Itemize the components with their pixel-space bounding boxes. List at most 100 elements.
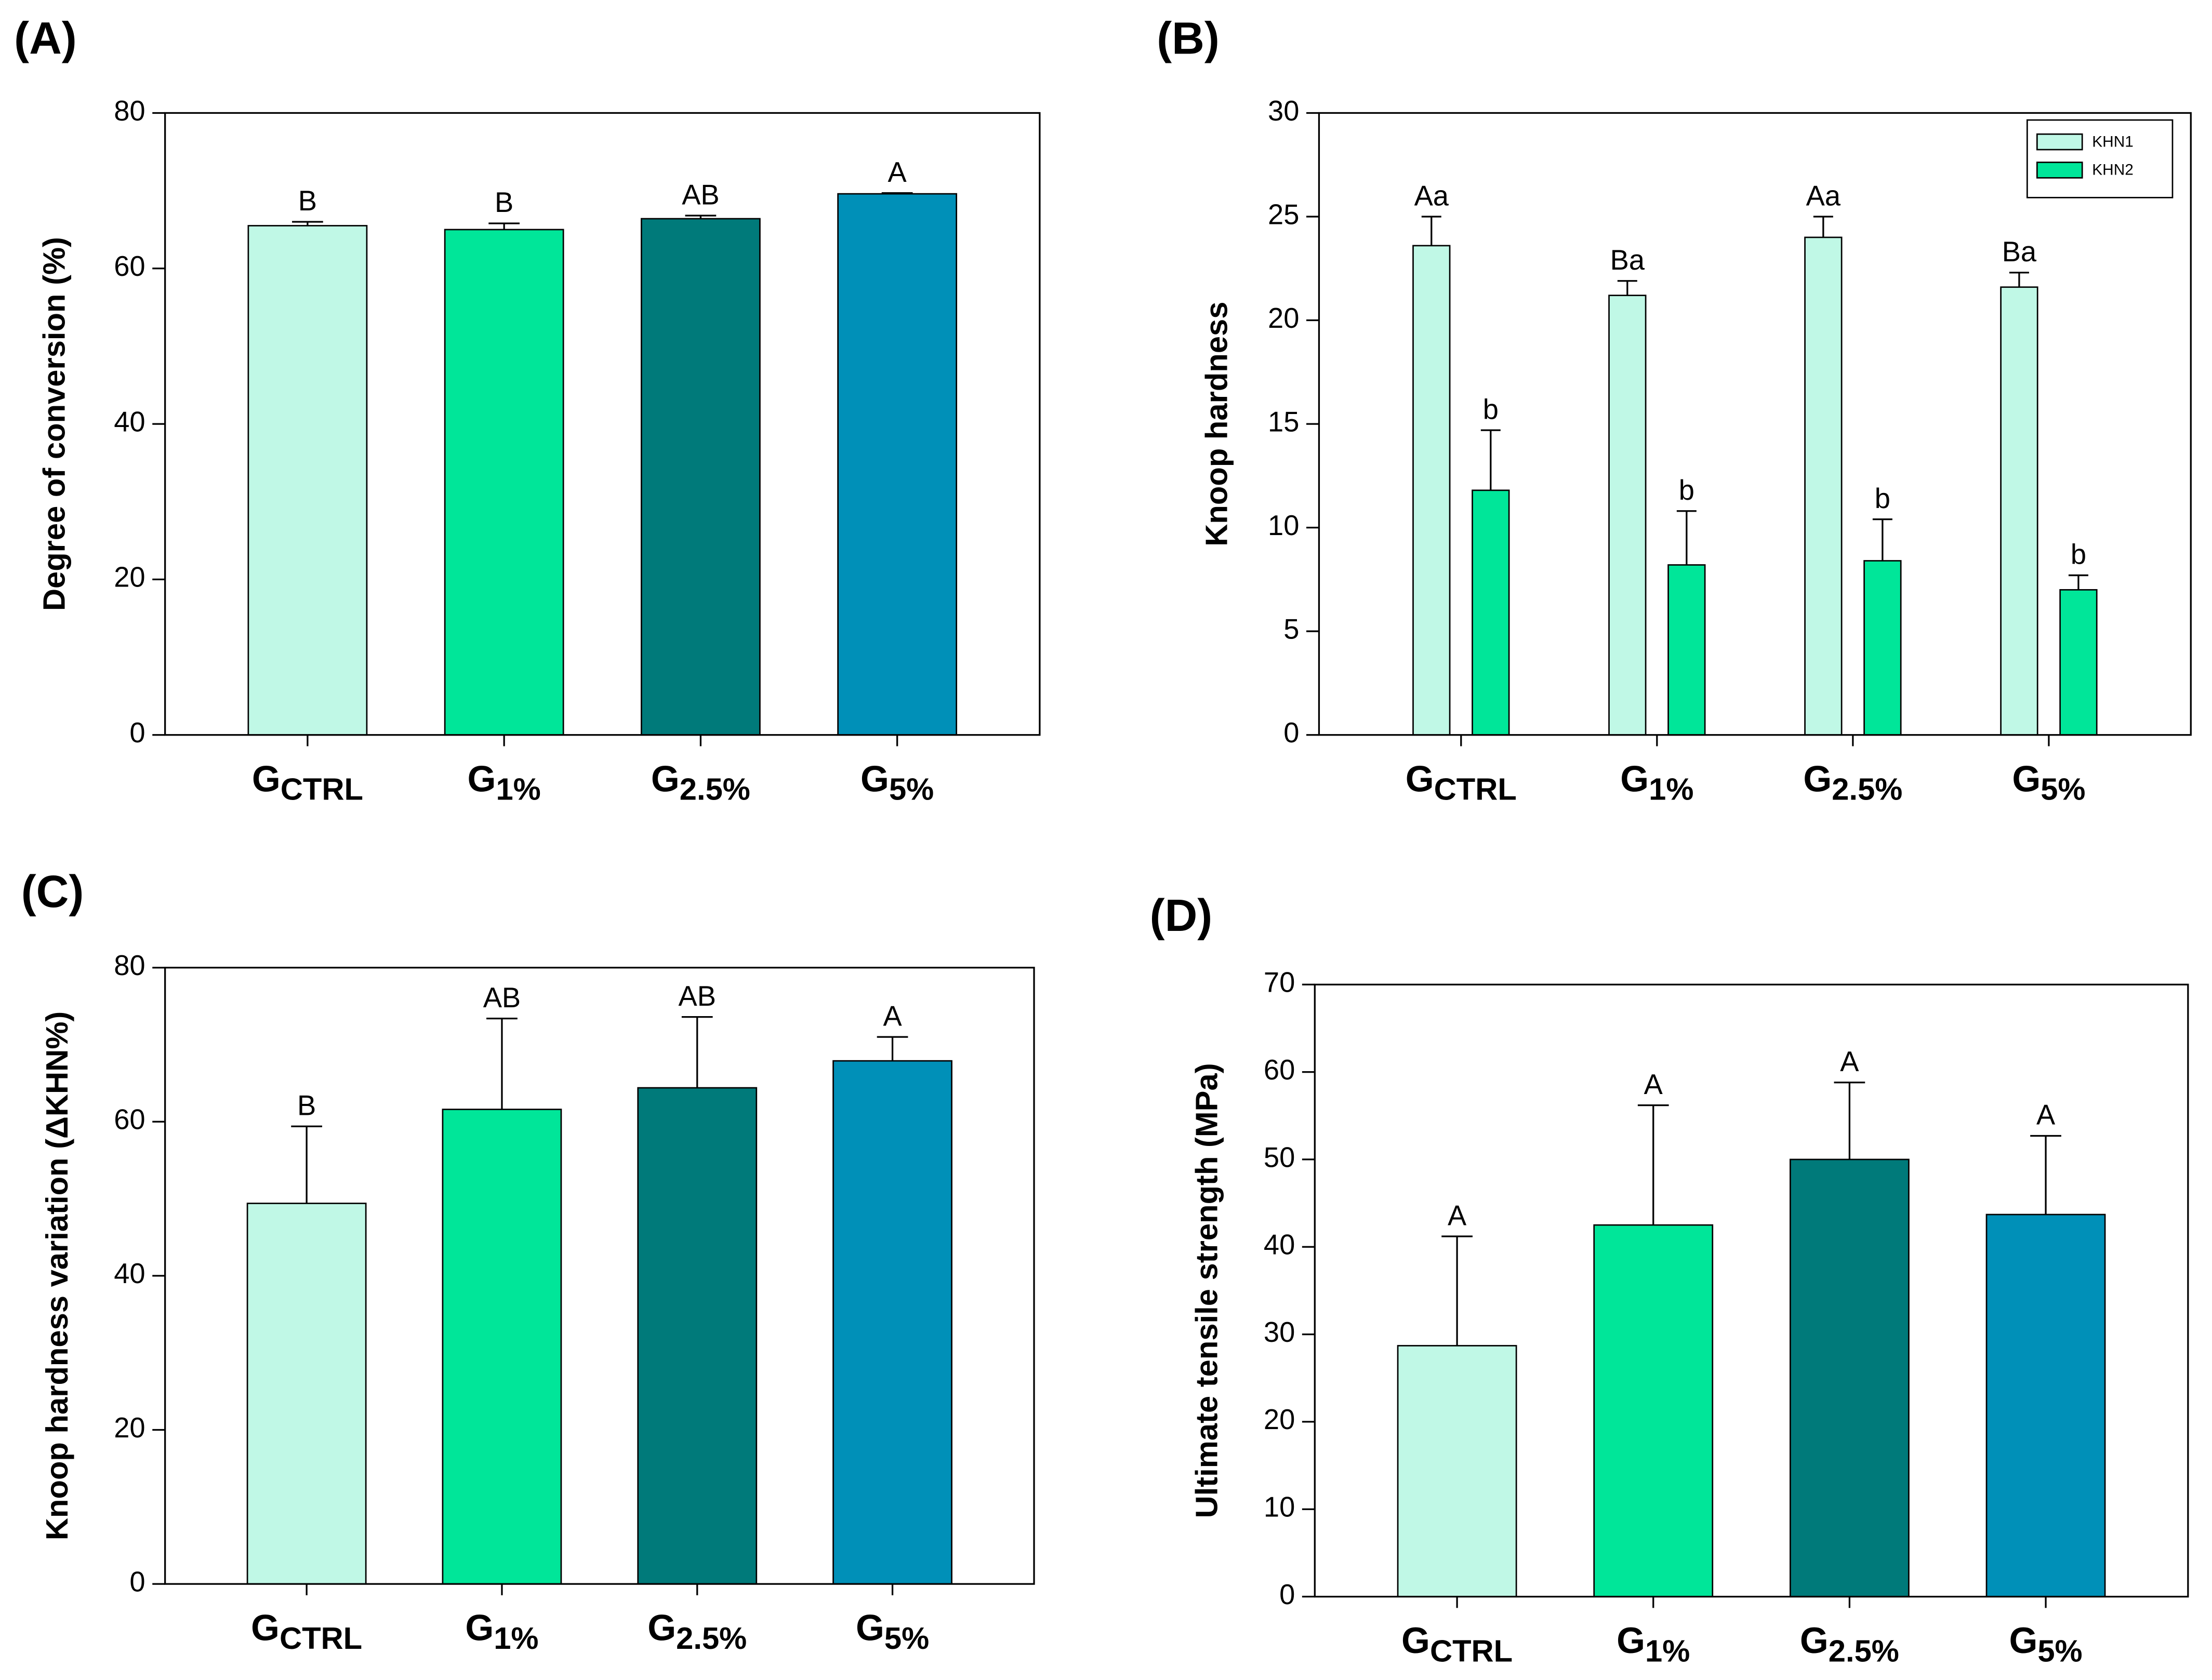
category-base: G (1617, 1620, 1645, 1661)
legend-label: KHN2 (2092, 162, 2134, 179)
y-tick-label: 20 (1264, 1404, 1295, 1435)
bar (1790, 1158, 1910, 1597)
y-tick-label: 30 (1264, 1316, 1295, 1348)
x-tick-label: GCTRL (1406, 758, 1517, 806)
category-base: G (251, 1607, 280, 1648)
category-subscript: CTRL (1430, 1633, 1513, 1668)
y-tick-label: 20 (1268, 302, 1299, 334)
bar (1472, 489, 1510, 736)
y-tick-label: 0 (1283, 717, 1299, 749)
bar (1985, 1214, 2106, 1597)
significance-letter: Ba (1610, 244, 1645, 276)
panel-label: (C) (21, 866, 84, 917)
x-tick-label: GCTRL (1401, 1620, 1513, 1668)
legend-label: KHN1 (2092, 133, 2134, 150)
x-tick-label: GCTRL (251, 1607, 362, 1656)
category-base: G (1406, 758, 1434, 799)
bar (2000, 286, 2038, 736)
category-base: G (1803, 758, 1832, 799)
significance-letter: A (883, 1000, 902, 1032)
bar (1608, 295, 1647, 736)
y-tick-label: 10 (1268, 510, 1299, 541)
x-tick-label: G1% (1617, 1620, 1690, 1668)
y-tick-label: 60 (114, 1104, 145, 1136)
y-tick-label: 60 (1264, 1054, 1295, 1086)
y-axis-label: Degree of conversion (%) (36, 237, 71, 611)
significance-letter: b (1679, 474, 1694, 506)
bar (637, 1087, 758, 1585)
category-base: G (468, 758, 496, 799)
y-tick-label: 0 (1279, 1579, 1295, 1610)
significance-letter: b (1875, 483, 1890, 514)
category-subscript: 2.5% (676, 1621, 747, 1656)
significance-letter: Ba (2002, 236, 2037, 268)
y-tick-label: 25 (1268, 198, 1299, 230)
y-tick-label: 15 (1268, 406, 1299, 437)
x-tick-label: G2.5% (651, 758, 750, 806)
y-tick-label: 10 (1264, 1491, 1295, 1523)
bar (837, 193, 958, 736)
plot-frame (164, 112, 1041, 736)
y-tick-label: 0 (129, 1566, 145, 1597)
plot-frame (1318, 112, 2192, 736)
bar (1667, 564, 1706, 736)
significance-letter: A (1840, 1046, 1859, 1077)
bar (444, 229, 564, 736)
bar (2059, 589, 2098, 736)
significance-letter: A (888, 156, 907, 188)
significance-letter: AB (679, 980, 716, 1012)
x-tick-label: G5% (2009, 1620, 2082, 1668)
category-base: G (465, 1607, 494, 1648)
significance-letter: B (495, 186, 513, 218)
category-subscript: 1% (1645, 1633, 1690, 1668)
x-tick-label: G2.5% (647, 1607, 747, 1656)
significance-letter: b (2071, 539, 2086, 570)
y-tick-label: 60 (114, 250, 145, 282)
bar (1593, 1224, 1714, 1597)
legend-swatch (2036, 133, 2083, 151)
category-subscript: 1% (494, 1621, 538, 1656)
category-base: G (651, 758, 680, 799)
category-subscript: CTRL (1434, 772, 1517, 807)
category-base: G (647, 1607, 676, 1648)
bar (1804, 236, 1843, 736)
y-axis-label: Knoop hardness variation (ΔKHN%) (39, 1011, 74, 1540)
y-tick-label: 0 (129, 717, 145, 749)
y-tick-label: 80 (114, 950, 145, 981)
significance-letter: AB (682, 179, 719, 210)
y-tick-label: 70 (1264, 967, 1295, 998)
y-axis-label: Knoop hardness (1199, 302, 1234, 546)
significance-letter: Aa (1414, 180, 1449, 211)
significance-letter: b (1483, 393, 1499, 425)
y-tick-label: 30 (1268, 95, 1299, 127)
bar (1412, 245, 1451, 736)
category-subscript: 1% (1649, 772, 1693, 807)
x-tick-label: G5% (860, 758, 934, 806)
bar (247, 225, 368, 736)
y-tick-label: 40 (1264, 1229, 1295, 1261)
bar (1863, 560, 1902, 736)
x-tick-label: G2.5% (1800, 1620, 1899, 1668)
category-subscript: 2.5% (1832, 772, 1902, 807)
panel-label: (D) (1150, 890, 1213, 941)
significance-letter: A (1448, 1199, 1467, 1231)
y-tick-label: 5 (1283, 614, 1299, 645)
significance-letter: B (297, 1089, 316, 1121)
category-base: G (1620, 758, 1649, 799)
category-base: G (252, 758, 281, 799)
plot-frame (1314, 983, 2189, 1598)
significance-letter: A (1644, 1069, 1663, 1100)
y-tick-label: 40 (114, 406, 145, 437)
category-subscript: CTRL (281, 772, 363, 807)
category-subscript: 1% (496, 772, 540, 807)
x-tick-label: G5% (2012, 758, 2085, 806)
category-subscript: 5% (889, 772, 934, 807)
significance-letter: A (2036, 1099, 2056, 1131)
x-tick-label: G5% (856, 1607, 929, 1656)
y-tick-label: 20 (114, 562, 145, 593)
category-base: G (856, 1607, 884, 1648)
x-tick-label: G1% (468, 758, 541, 806)
plot-frame (164, 967, 1035, 1585)
category-subscript: 5% (2041, 772, 2085, 807)
